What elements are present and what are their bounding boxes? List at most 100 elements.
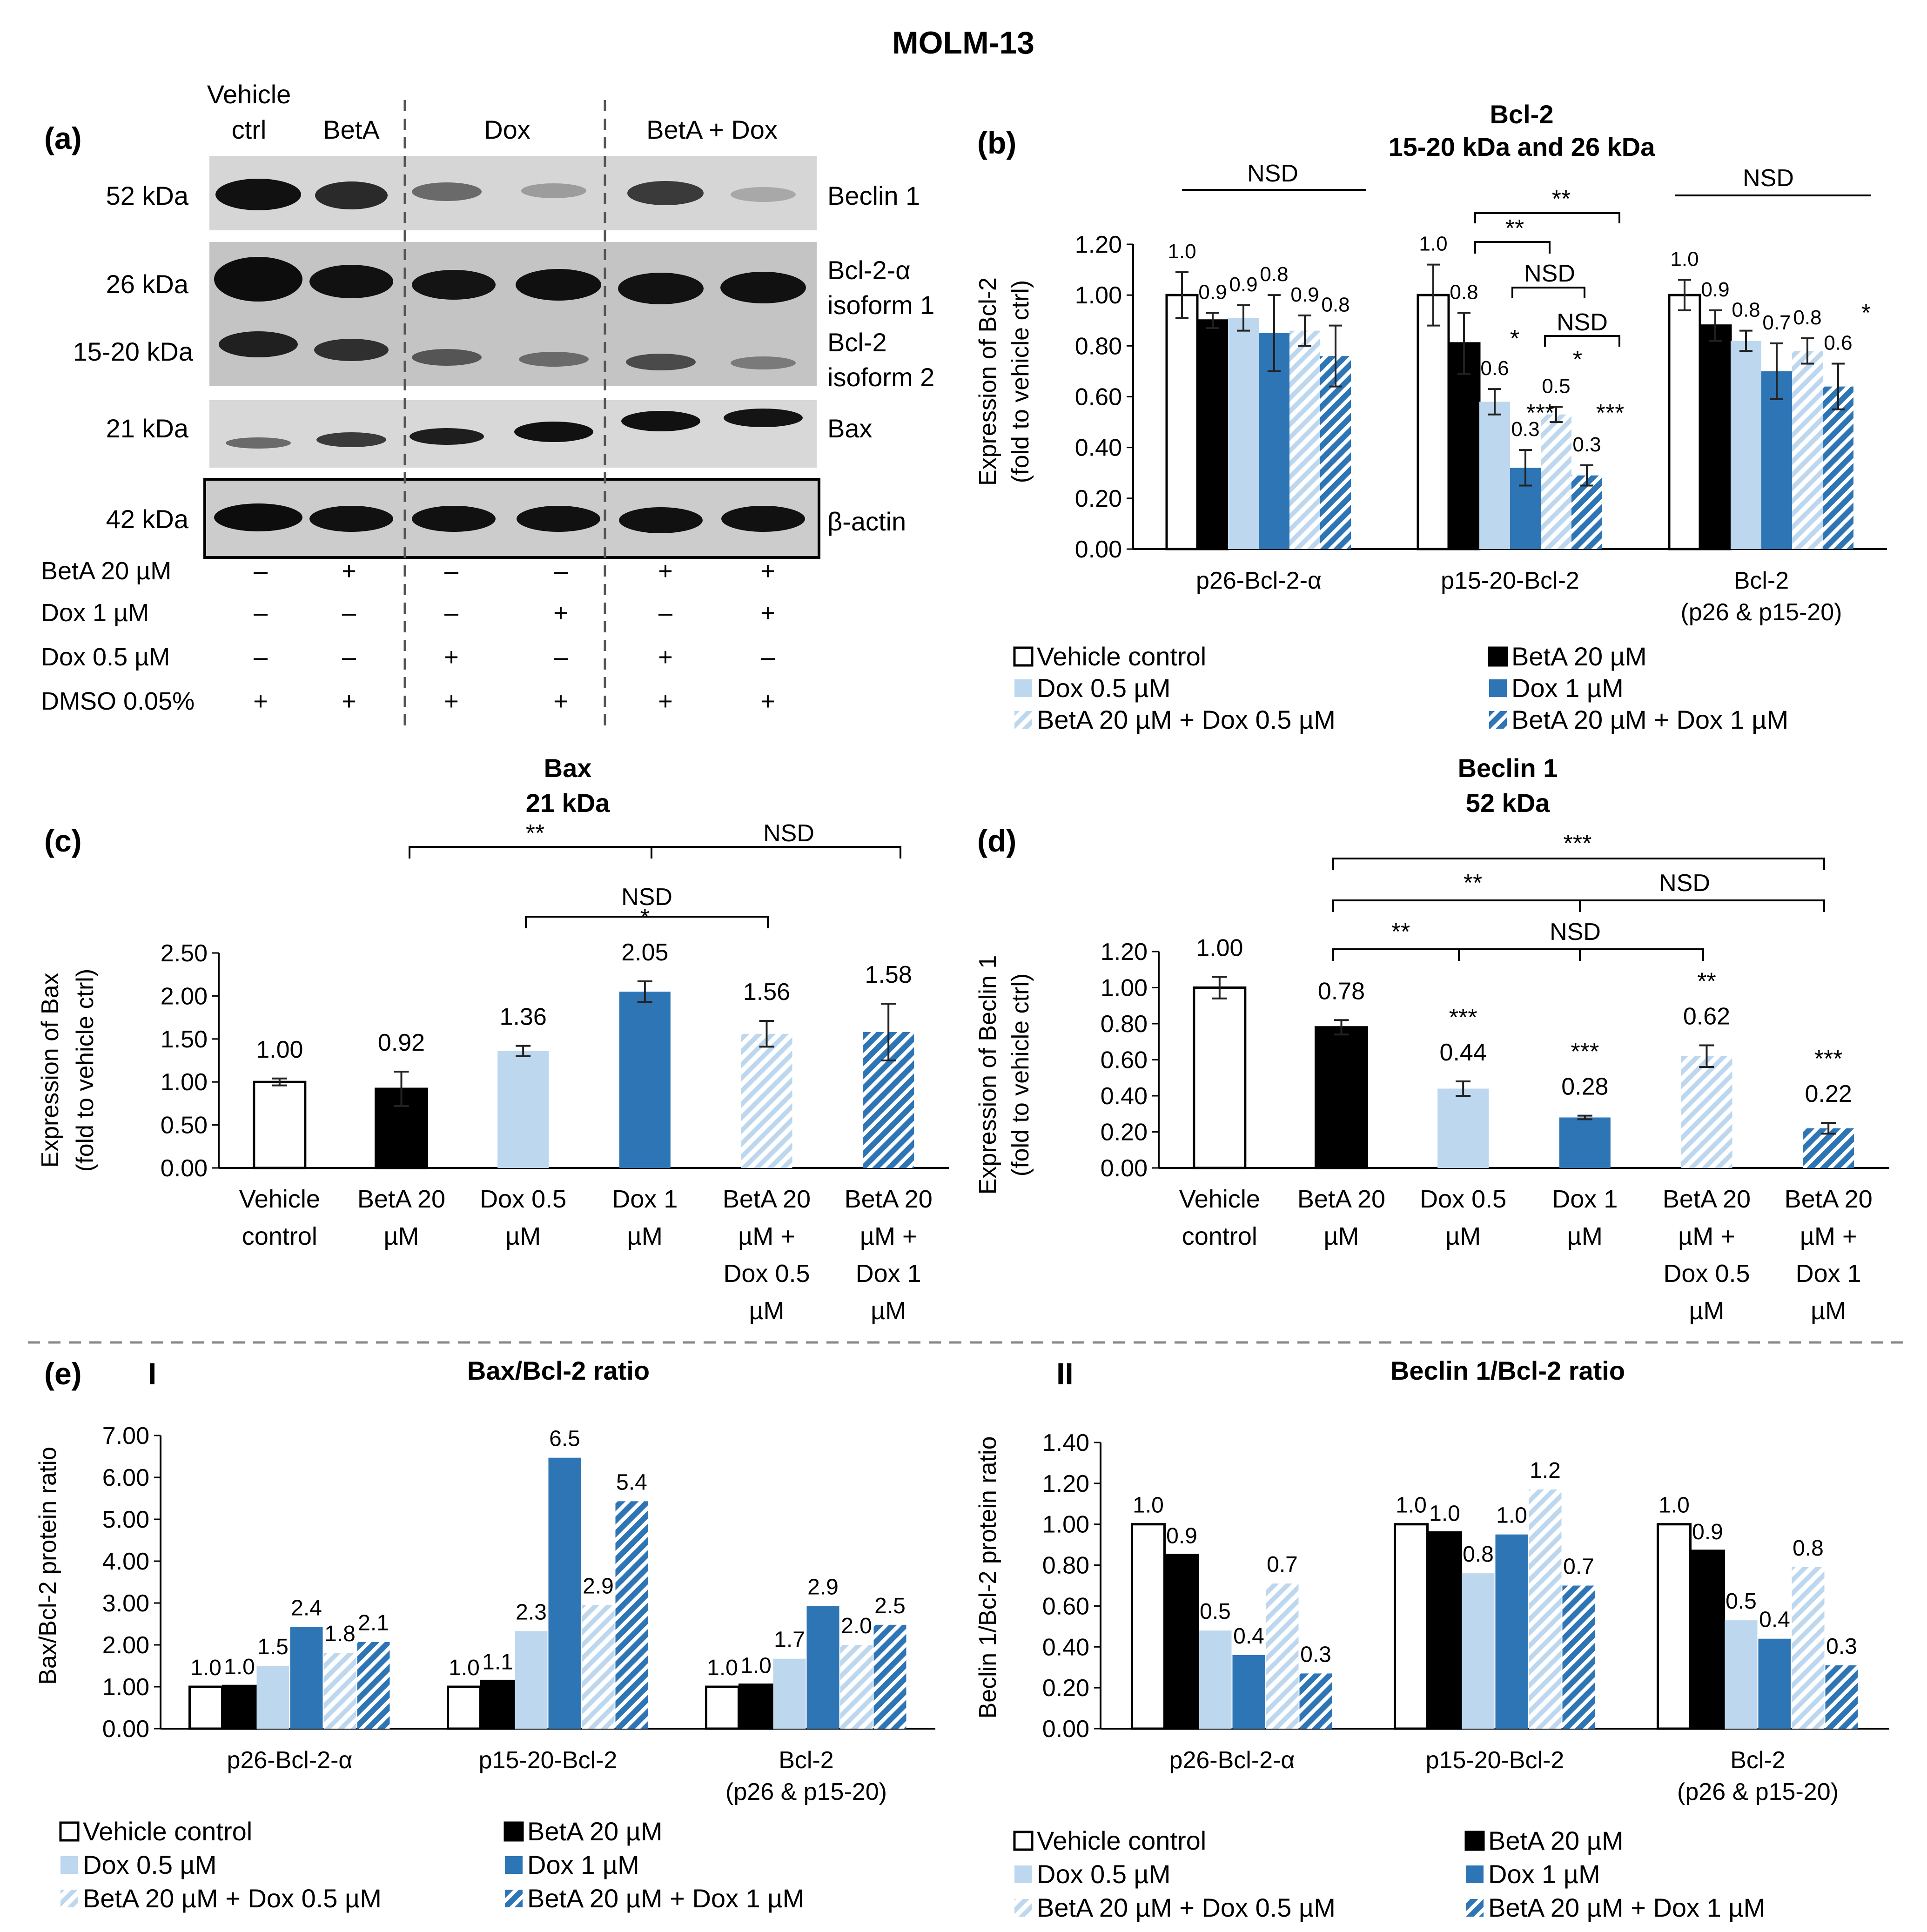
legend-swatch — [505, 1856, 523, 1874]
band-bcl2b-5 — [626, 354, 696, 370]
sig-b-star2: ** — [1552, 186, 1571, 213]
treatment-sign: + — [760, 557, 775, 585]
y-tick-label: 1.00 — [102, 1674, 149, 1701]
bar — [1266, 1583, 1299, 1729]
category-label: Dox 1 — [856, 1260, 921, 1288]
legend-swatch — [504, 1821, 524, 1842]
category-label: Dox 0.5 — [723, 1260, 810, 1288]
bar — [1562, 1585, 1595, 1729]
legend-label: BetA 20 µM — [1488, 1826, 1624, 1855]
group-label: p26-Bcl-2-α — [227, 1747, 353, 1774]
data-label: 0.7 — [1762, 311, 1791, 334]
data-label: 0.8 — [1463, 1542, 1494, 1567]
treatment-sign: + — [658, 687, 673, 715]
y-tick-label: 0.20 — [1101, 1119, 1148, 1146]
band-bax-3 — [410, 428, 484, 445]
bar — [1559, 1117, 1611, 1168]
data-label: 0.9 — [1166, 1524, 1197, 1549]
data-label: 1.0 — [190, 1656, 222, 1680]
data-label: 1.1 — [482, 1650, 513, 1674]
group-label: (p26 & p15-20) — [725, 1778, 887, 1805]
legend-b: Vehicle control BetA 20 µM Dox 0.5 µM Dox 1… — [1013, 642, 1788, 734]
category-label: Dox 0.5 — [480, 1185, 566, 1213]
legend-e2: Vehicle control BetA 20 µM Dox 0.5 µM Dox 1… — [1013, 1826, 1765, 1922]
data-label: 0.8 — [1260, 263, 1288, 286]
bar — [1131, 1523, 1166, 1730]
treatment-label: BetA 20 µM — [41, 557, 171, 585]
panel-b-title: Bcl-2 — [1490, 100, 1554, 129]
category-label: µM — [383, 1222, 419, 1250]
group-label: p15-20-Bcl-2 — [1441, 567, 1579, 594]
bar — [1495, 1534, 1528, 1729]
panel-e-sub2: II — [1056, 1356, 1074, 1391]
sig-d-bracket-2 — [1332, 899, 1825, 912]
data-label: 5.4 — [616, 1470, 647, 1495]
data-label: 1.36 — [500, 1004, 547, 1031]
data-label: 1.0 — [449, 1656, 480, 1680]
legend-label: BetA 20 µM + Dox 1 µM — [1511, 705, 1788, 734]
figure-title: MOLM-13 — [892, 25, 1034, 60]
panel-a-label: (a) — [44, 121, 82, 155]
chart-e2: 0.00 0.20 0.40 0.60 0.80 1.00 1.20 1.40 p26-Bcl-… — [1042, 1429, 1889, 1805]
bar — [619, 992, 671, 1168]
bar — [1657, 1523, 1692, 1730]
sig-d-s5: NSD — [1550, 919, 1601, 946]
bar — [188, 1685, 223, 1730]
data-label: 0.9 — [1290, 283, 1319, 306]
legend-label: Dox 1 µM — [527, 1850, 639, 1879]
data-label: 1.58 — [865, 961, 912, 988]
bar — [1529, 1489, 1562, 1729]
sig-d-s2: ** — [1464, 870, 1482, 897]
treatment-sign: – — [554, 557, 568, 585]
bar — [1196, 319, 1229, 550]
category-label: µM — [871, 1297, 906, 1325]
legend-swatch — [1489, 679, 1507, 697]
category-label: µM — [1445, 1222, 1481, 1250]
bar — [222, 1684, 257, 1730]
bar — [253, 1080, 307, 1169]
y-tick-label: 2.50 — [161, 940, 208, 967]
category-label: µM — [1689, 1297, 1724, 1325]
bar — [1479, 402, 1510, 549]
data-label: 0.5 — [1200, 1599, 1231, 1624]
data-label: 0.4 — [1233, 1624, 1264, 1649]
bar — [1165, 294, 1199, 550]
y-tick-label: 1.50 — [161, 1026, 208, 1053]
data-label: 0.3 — [1300, 1642, 1331, 1667]
data-label: 1.00 — [1196, 934, 1243, 961]
bar — [1315, 1026, 1368, 1169]
treatment-sign: + — [253, 687, 268, 715]
treatment-sign: + — [658, 557, 673, 585]
category-label: BetA 20 — [723, 1185, 811, 1213]
sig-b-bracket-1 — [1474, 212, 1620, 223]
chart-d: 0.00 0.20 0.40 0.60 0.80 1.00 1.20 1.00 Vehicle c… — [1101, 934, 1889, 1325]
band-bcl2a-3 — [412, 270, 496, 300]
bar — [1447, 342, 1481, 550]
category-label: µM — [505, 1222, 541, 1250]
legend-label: BetA 20 µM + Dox 1 µM — [527, 1884, 804, 1913]
y-tick-label: 0.80 — [1042, 1552, 1089, 1579]
bar — [1232, 1655, 1265, 1729]
legend-label: Dox 0.5 µM — [1037, 673, 1170, 703]
treatment-sign: – — [254, 599, 268, 627]
panel-b: (b) Bcl-2 15-20 kDa and 26 kDa Expressio… — [974, 100, 1887, 734]
legend-swatch — [1014, 711, 1032, 729]
y-tick-label: 0.00 — [1075, 536, 1122, 563]
data-label: 0.92 — [378, 1029, 425, 1056]
y-tick-label: 1.00 — [1075, 282, 1122, 309]
bar — [1427, 1531, 1462, 1730]
band-bcl2b-4 — [519, 352, 589, 367]
data-label: 0.44 — [1440, 1039, 1487, 1066]
bar — [1699, 324, 1732, 550]
sig-b-bracket-2 — [1474, 241, 1551, 254]
category-label: µM — [749, 1297, 784, 1325]
bar — [1320, 356, 1351, 549]
band-beclin-4 — [521, 183, 586, 198]
legend-swatch — [505, 1890, 523, 1907]
legend-swatch — [60, 1890, 78, 1907]
sig-b-nsd4: NSD — [1743, 165, 1794, 192]
data-label: 1.0 — [1419, 233, 1447, 255]
y-tick-label: 5.00 — [102, 1506, 149, 1533]
legend-label: Dox 0.5 µM — [83, 1850, 216, 1879]
sig-b-star3: ** — [1505, 215, 1524, 242]
